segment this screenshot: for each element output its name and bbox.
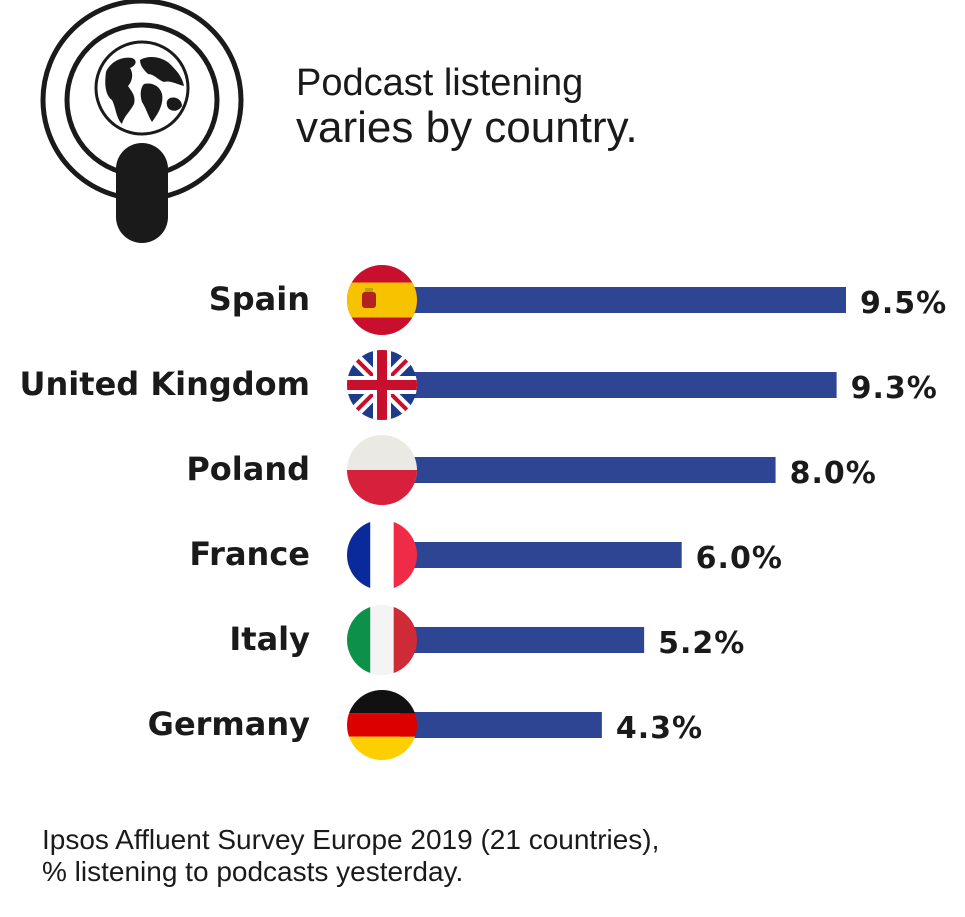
chart-title: Podcast listening varies by country.	[296, 62, 638, 152]
bar	[400, 457, 776, 483]
category-label: Italy	[229, 620, 310, 658]
bar	[400, 712, 602, 738]
value-label: 9.3%	[851, 371, 938, 406]
title-line-2: varies by country.	[296, 103, 638, 152]
germany-flag-icon	[347, 690, 417, 760]
category-label: United Kingdom	[20, 365, 310, 403]
italy-flag-icon	[347, 605, 417, 675]
bar-chart: Spain 9.5%United Kingdom 9.3%Poland 8.0%Fra…	[20, 265, 947, 760]
france-flag-icon	[347, 520, 417, 590]
bar	[400, 372, 837, 398]
poland-flag-icon	[347, 435, 417, 505]
bar-row: Italy 5.2%	[229, 605, 745, 675]
value-label: 5.2%	[658, 626, 745, 661]
bar-row: Poland 8.0%	[186, 435, 876, 505]
footnote-line-2: % listening to podcasts yesterday.	[42, 856, 464, 887]
value-label: 8.0%	[790, 456, 877, 491]
title-line-1: Podcast listening	[296, 62, 584, 104]
bar	[400, 287, 846, 313]
bar-row: France 6.0%	[189, 520, 783, 590]
bar	[400, 542, 682, 568]
uk-flag-icon	[347, 350, 417, 420]
value-label: 6.0%	[696, 541, 783, 576]
footnote-line-1: Ipsos Affluent Survey Europe 2019 (21 co…	[42, 824, 660, 855]
category-label: Germany	[148, 705, 310, 743]
value-label: 4.3%	[616, 711, 703, 746]
bar	[400, 627, 645, 653]
spain-flag-icon	[347, 265, 417, 335]
bar-row: Germany 4.3%	[148, 690, 703, 760]
category-label: Poland	[186, 450, 310, 488]
value-label: 9.5%	[860, 286, 947, 321]
category-label: France	[189, 535, 310, 573]
footnote: Ipsos Affluent Survey Europe 2019 (21 co…	[42, 824, 659, 888]
bar-row: United Kingdom 9.3%	[20, 350, 938, 420]
podcast-globe-icon	[40, 0, 244, 243]
bar-row: Spain 9.5%	[209, 265, 947, 335]
category-label: Spain	[209, 280, 310, 318]
